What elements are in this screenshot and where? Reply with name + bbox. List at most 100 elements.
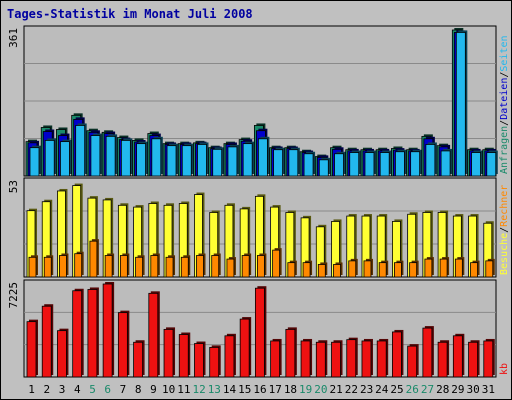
kb-bar-2 <box>41 305 52 378</box>
seiten-bar-24 <box>379 152 390 177</box>
rechner-bar-17 <box>272 249 281 278</box>
kb-bar-25 <box>392 331 402 378</box>
kb-bar-18 <box>285 328 296 378</box>
x-label-day-7: 7 <box>120 383 127 396</box>
kb-bar-27 <box>422 327 433 378</box>
seiten-bar-18 <box>288 149 299 177</box>
legend-kb: kb <box>499 363 510 375</box>
kb-bar-29 <box>452 335 463 378</box>
rechner-bar-5 <box>89 240 98 278</box>
legend-anfragen: Anfragen <box>499 126 510 174</box>
x-label-day-12: 12 <box>192 383 205 396</box>
x-label-day-24: 24 <box>375 383 389 396</box>
kb-bar-31 <box>483 340 494 378</box>
seiten-bar-26 <box>410 151 421 177</box>
x-label-day-31: 31 <box>482 383 495 396</box>
kb-bar-16 <box>254 287 265 378</box>
seiten-bar-21 <box>334 153 344 177</box>
rechner-bar-8 <box>135 256 143 278</box>
legend-seiten: Seiten <box>499 35 510 71</box>
seiten-bar-20 <box>318 159 329 177</box>
seiten-bar-22 <box>349 152 360 177</box>
x-label-day-29: 29 <box>451 383 464 396</box>
seiten-bar-5 <box>90 135 101 177</box>
seiten-bar-1 <box>29 147 40 177</box>
rechner-bar-2 <box>43 256 52 278</box>
x-label-day-11: 11 <box>177 383 190 396</box>
seiten-bar-8 <box>136 143 146 177</box>
kb-bar-5 <box>87 289 98 378</box>
top-ymax-label: 361 <box>7 28 20 48</box>
kb-bar-11 <box>178 334 189 378</box>
seiten-bar-28 <box>440 150 451 177</box>
rechner-bar-16 <box>256 255 265 278</box>
rechner-bar-15 <box>241 255 250 278</box>
rechner-bar-4 <box>74 253 83 278</box>
rechner-bar-12 <box>196 255 204 278</box>
rechner-bar-9 <box>150 255 159 278</box>
seiten-bar-23 <box>364 152 375 177</box>
rechner-bar-21 <box>333 264 341 278</box>
seiten-bar-2 <box>44 140 55 177</box>
seiten-bar-6 <box>105 135 116 177</box>
seiten-bar-14 <box>227 146 238 177</box>
rechner-bar-10 <box>165 256 174 278</box>
x-label-day-6: 6 <box>104 383 111 396</box>
seiten-bar-17 <box>273 149 284 177</box>
x-label-day-28: 28 <box>436 383 449 396</box>
seiten-bar-7 <box>120 140 131 177</box>
bottom-ymax-label: 7225 <box>7 282 20 309</box>
x-label-day-2: 2 <box>44 383 51 396</box>
kb-bar-7 <box>117 312 128 378</box>
kb-bar-12 <box>194 343 204 378</box>
rechner-bar-27 <box>424 258 433 278</box>
rechner-bar-31 <box>485 260 494 278</box>
x-label-day-5: 5 <box>89 383 96 396</box>
x-label-day-30: 30 <box>467 383 480 396</box>
middle-legend: Besuche/Rechner <box>499 185 510 275</box>
kb-bar-21 <box>331 341 341 378</box>
x-label-day-21: 21 <box>330 383 343 396</box>
bottom-legend: kb <box>499 363 510 375</box>
legend-rechner: Rechner <box>499 185 510 227</box>
kb-bar-14 <box>224 335 235 378</box>
x-label-day-19: 19 <box>299 383 312 396</box>
kb-bar-23 <box>361 340 372 378</box>
rechner-bar-13 <box>211 255 220 278</box>
rechner-bar-25 <box>394 262 402 278</box>
kb-bar-28 <box>437 341 448 378</box>
kb-bar-26 <box>407 345 418 378</box>
kb-bar-10 <box>163 328 174 378</box>
x-label-day-18: 18 <box>284 383 297 396</box>
kb-bar-8 <box>133 341 143 378</box>
seiten-bar-16 <box>257 138 268 177</box>
legend-besuche: Besuche <box>499 233 510 275</box>
seiten-bar-27 <box>425 144 436 177</box>
x-label-day-9: 9 <box>150 383 157 396</box>
x-label-day-25: 25 <box>390 383 403 396</box>
x-label-day-1: 1 <box>28 383 35 396</box>
seiten-bar-31 <box>486 152 497 177</box>
kb-bar-3 <box>57 330 67 378</box>
x-label-day-14: 14 <box>223 383 237 396</box>
kb-bar-15 <box>239 318 250 378</box>
rechner-bar-28 <box>439 258 448 278</box>
x-label-day-4: 4 <box>74 383 81 396</box>
legend-dateien: Dateien <box>499 78 510 120</box>
rechner-bar-22 <box>348 260 357 278</box>
rechner-bar-14 <box>226 258 235 278</box>
x-label-day-3: 3 <box>59 383 66 396</box>
seiten-bar-4 <box>75 125 86 177</box>
x-label-day-8: 8 <box>135 383 142 396</box>
rechner-bar-26 <box>409 262 418 278</box>
kb-bar-22 <box>346 339 357 378</box>
rechner-bar-18 <box>287 262 296 278</box>
seiten-bar-19 <box>303 153 314 177</box>
kb-bar-20 <box>315 341 326 378</box>
x-label-day-20: 20 <box>314 383 327 396</box>
x-label-day-22: 22 <box>345 383 358 396</box>
x-label-day-17: 17 <box>269 383 282 396</box>
rechner-bar-30 <box>470 262 478 278</box>
seiten-bar-12 <box>197 144 207 177</box>
